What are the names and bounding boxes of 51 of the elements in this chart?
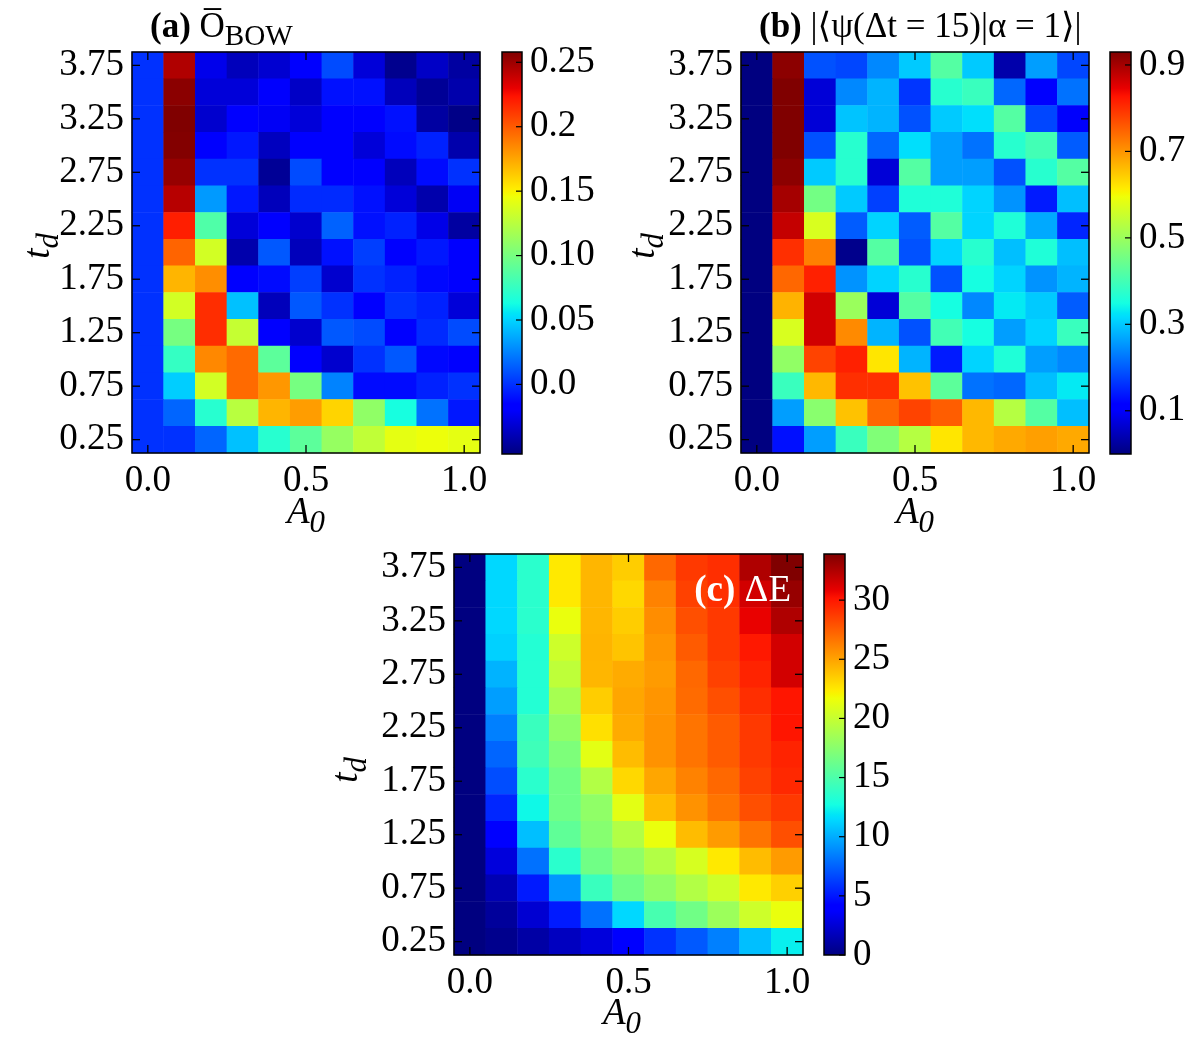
x-tick-label: 1.0 — [764, 959, 811, 1001]
color-bar-label: 0.15 — [530, 167, 595, 209]
y-tick-label: 1.25 — [59, 309, 124, 351]
color-bar-label: 0.2 — [530, 103, 577, 145]
y-tick-label: 3.25 — [59, 95, 124, 137]
color-bar-label: 10 — [853, 813, 890, 855]
color-bar-label: 0.7 — [1139, 128, 1186, 170]
y-tick-label: 3.75 — [381, 544, 446, 586]
color-bar-label: 0 — [853, 931, 872, 973]
y-tick-label: 3.75 — [59, 42, 124, 84]
y-tick-label: 0.25 — [59, 416, 124, 458]
y-tick-label: 2.25 — [668, 202, 733, 244]
color-bar-label: 0.9 — [1139, 41, 1186, 83]
y-tick-label: 1.75 — [59, 255, 124, 297]
y-tick-label: 0.75 — [381, 864, 446, 906]
y-tick-label: 0.25 — [668, 416, 733, 458]
y-tick-label: 0.75 — [668, 362, 733, 404]
y-tick-label: 1.75 — [668, 255, 733, 297]
x-tick-label: 0.0 — [733, 457, 780, 499]
color-bar-label: 0.1 — [1139, 387, 1186, 429]
y-tick-label: 0.25 — [381, 918, 446, 960]
chart-title: (a) O̅$_{BOW}$ — [150, 6, 293, 51]
color-bar-label: 0.10 — [530, 232, 595, 274]
annotation: (c) ΔE — [694, 568, 791, 609]
x-tick-label: 1.0 — [441, 457, 488, 499]
y-tick-label: 2.75 — [381, 651, 446, 693]
x-tick-label: 0.0 — [124, 457, 171, 499]
y-tick-label: 2.25 — [381, 704, 446, 746]
y-tick-label: 0.75 — [59, 362, 124, 404]
color-bar-label: 0.0 — [530, 361, 577, 403]
color-bar-label: 30 — [853, 576, 890, 618]
y-tick-label: 3.25 — [381, 597, 446, 639]
color-bar-label: 0.25 — [530, 39, 595, 81]
x-tick-label: 0.0 — [446, 959, 493, 1001]
y-tick-label: 3.25 — [668, 95, 733, 137]
y-tick-label: 3.75 — [668, 42, 733, 84]
color-bar-label: 0.3 — [1139, 301, 1186, 343]
x-tick-label: 1.0 — [1050, 457, 1097, 499]
color-bar-label: 5 — [853, 872, 872, 914]
color-bar-label: 20 — [853, 695, 890, 737]
color-bar-label: 0.05 — [530, 296, 595, 338]
y-tick-label: 1.75 — [381, 757, 446, 799]
y-tick-label: 1.25 — [668, 309, 733, 351]
y-tick-label: 2.25 — [59, 202, 124, 244]
y-tick-label: 1.25 — [381, 811, 446, 853]
color-bar-label: 0.5 — [1139, 214, 1186, 256]
color-bar-label: 15 — [853, 754, 890, 796]
y-tick-label: 2.75 — [668, 149, 733, 191]
chart-title: (b) |⟨ψ(Δt = 15)|α = 1⟩| — [759, 6, 1082, 45]
color-bar-label: 25 — [853, 636, 890, 677]
y-tick-label: 2.75 — [59, 149, 124, 191]
